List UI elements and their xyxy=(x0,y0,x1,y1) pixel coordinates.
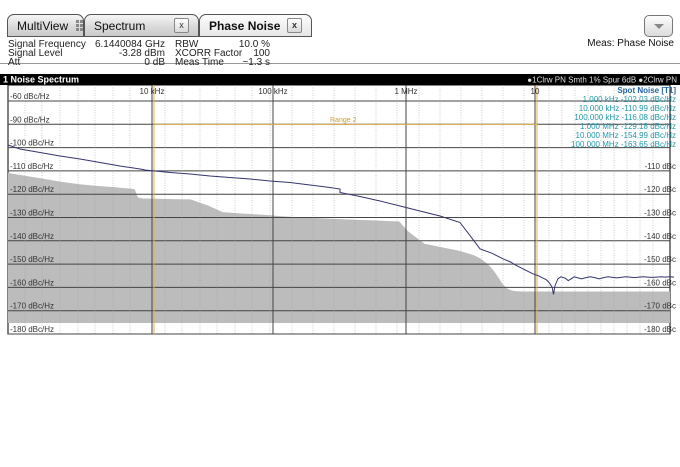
svg-text:-180 dBc: -180 dBc xyxy=(644,325,676,334)
svg-text:-150 dBc: -150 dBc xyxy=(644,255,676,264)
svg-text:-60 dBc/Hz: -60 dBc/Hz xyxy=(10,92,50,101)
svg-text:1.000 MHz -129.18 dBc/Hz: 1.000 MHz -129.18 dBc/Hz xyxy=(580,122,676,131)
svg-text:1.000 kHz -102.03 dBc/Hz: 1.000 kHz -102.03 dBc/Hz xyxy=(583,95,676,104)
svg-text:-130 dBc/Hz: -130 dBc/Hz xyxy=(10,209,54,218)
svg-text:Range 2: Range 2 xyxy=(330,117,357,124)
svg-text:100.000 kHz -116.08 dBc/Hz: 100.000 kHz -116.08 dBc/Hz xyxy=(574,113,676,122)
svg-text:10: 10 xyxy=(531,87,540,96)
svg-text:-130 dBc: -130 dBc xyxy=(644,209,676,218)
svg-text:Spot Noise [T1]: Spot Noise [T1] xyxy=(617,86,676,95)
svg-text:-180 dBc/Hz: -180 dBc/Hz xyxy=(10,325,54,334)
svg-text:-120 dBc: -120 dBc xyxy=(644,185,676,194)
svg-text:-90 dBc/Hz: -90 dBc/Hz xyxy=(10,115,50,124)
svg-text:-150 dBc/Hz: -150 dBc/Hz xyxy=(10,255,54,264)
svg-text:1 Noise Spectrum: 1 Noise Spectrum xyxy=(3,75,79,85)
svg-text:1 MHz: 1 MHz xyxy=(394,87,417,96)
svg-text:-100 dBc/Hz: -100 dBc/Hz xyxy=(10,139,54,148)
svg-text:10 kHz: 10 kHz xyxy=(140,87,165,96)
svg-text:10.000 kHz -110.99 dBc/Hz: 10.000 kHz -110.99 dBc/Hz xyxy=(579,104,676,113)
svg-text:-170 dBc: -170 dBc xyxy=(644,302,676,311)
svg-text:-110 dBc/Hz: -110 dBc/Hz xyxy=(10,162,53,171)
svg-text:-160 dBc/Hz: -160 dBc/Hz xyxy=(10,278,54,287)
svg-text:10.000 MHz -154.99 dBc/Hz: 10.000 MHz -154.99 dBc/Hz xyxy=(576,131,677,140)
svg-text:-120 dBc/Hz: -120 dBc/Hz xyxy=(10,185,54,194)
svg-text:-140 dBc/Hz: -140 dBc/Hz xyxy=(10,232,54,241)
svg-text:100.000 MHz -163.65 dBc/Hz: 100.000 MHz -163.65 dBc/Hz xyxy=(571,140,676,149)
svg-text:●1Clrw PN Smth 1% Spur 6dB ●2C: ●1Clrw PN Smth 1% Spur 6dB ●2Clrw PN xyxy=(527,76,677,85)
svg-text:-140 dBc: -140 dBc xyxy=(644,232,676,241)
svg-text:-170 dBc/Hz: -170 dBc/Hz xyxy=(10,302,54,311)
svg-text:-160 dBc: -160 dBc xyxy=(644,278,676,287)
svg-text:100 kHz: 100 kHz xyxy=(258,87,287,96)
svg-text:-110 dBc: -110 dBc xyxy=(645,162,676,171)
